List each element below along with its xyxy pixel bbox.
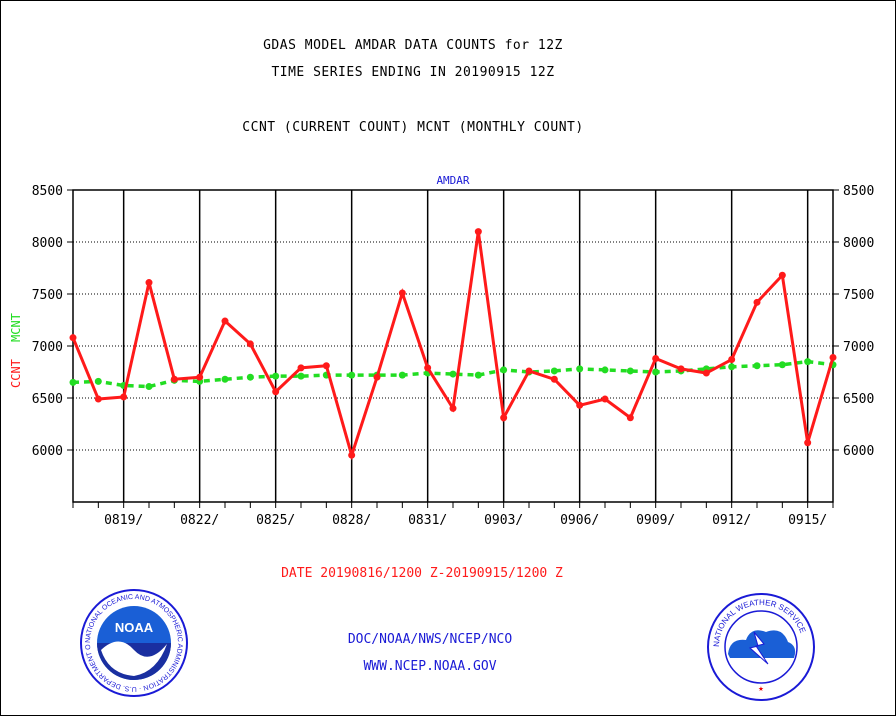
- x-tick-label: 0903/: [484, 513, 523, 528]
- data-point-mcnt: [474, 371, 482, 379]
- series-line-ccnt: [71, 231, 835, 461]
- data-point-ccnt: [297, 364, 305, 372]
- data-point-ccnt: [272, 388, 280, 396]
- chart-title: GDAS MODEL AMDAR DATA COUNTS for 12Z: [263, 38, 563, 53]
- y-tick-label-left: 6500: [32, 392, 63, 407]
- data-point-ccnt: [424, 364, 432, 372]
- data-point-ccnt: [652, 354, 660, 362]
- data-point-ccnt: [246, 340, 254, 348]
- data-point-mcnt: [145, 383, 153, 391]
- data-point-ccnt: [753, 298, 761, 306]
- data-point-ccnt: [373, 373, 381, 381]
- data-point-mcnt: [272, 372, 280, 380]
- data-point-ccnt: [728, 356, 736, 364]
- chart-legend-caption: CCNT (CURRENT COUNT) MCNT (MONTHLY COUNT…: [242, 120, 584, 135]
- y-tick-label-right: 7500: [843, 288, 874, 303]
- x-tick-label: 0912/: [712, 513, 751, 528]
- y-tick-label-left: 6000: [32, 444, 63, 459]
- amdar-time-series-chart: AMDAR 6000 6000 6500 6500 7000 7000 7500 7500 800…: [9, 174, 874, 528]
- data-point-mcnt: [246, 373, 254, 381]
- data-point-ccnt: [474, 228, 482, 236]
- data-point-mcnt: [778, 361, 786, 369]
- data-point-mcnt: [398, 371, 406, 379]
- x-tick-label: 0906/: [560, 513, 599, 528]
- x-tick-label: 0828/: [332, 513, 371, 528]
- data-point-mcnt: [69, 378, 77, 386]
- data-point-ccnt: [348, 451, 356, 459]
- x-tick-label: 0822/: [180, 513, 219, 528]
- data-point-mcnt: [626, 367, 634, 375]
- data-point-mcnt: [601, 366, 609, 374]
- data-point-ccnt: [145, 279, 153, 287]
- data-point-ccnt: [94, 395, 102, 403]
- y-axis-label-mcnt: MCNT: [9, 313, 23, 342]
- data-point-mcnt: [550, 367, 558, 375]
- data-point-mcnt: [500, 366, 508, 374]
- nws-logo: NATIONAL WEATHER SERVICE ★: [707, 593, 815, 701]
- nws-star-icon: ★: [758, 684, 764, 694]
- data-point-mcnt: [449, 370, 457, 378]
- data-point-mcnt: [221, 375, 229, 383]
- data-point-ccnt: [550, 375, 558, 383]
- y-tick-label-right: 7000: [843, 340, 874, 355]
- data-point-ccnt: [120, 393, 128, 401]
- date-range-label: DATE 20190816/1200 Z-20190915/1200 Z: [281, 566, 563, 581]
- x-tick-label: 0819/: [104, 513, 143, 528]
- y-tick-label-left: 8000: [32, 236, 63, 251]
- x-tick-label: 0831/: [408, 513, 447, 528]
- noaa-logo-text: NOAA: [115, 620, 154, 635]
- y-tick-label-left: 7500: [32, 288, 63, 303]
- data-point-ccnt: [500, 414, 508, 422]
- data-point-ccnt: [804, 439, 812, 447]
- y-tick-label-left: 8500: [32, 184, 63, 199]
- y-axis-label-ccnt: CCNT: [9, 359, 23, 388]
- data-point-ccnt: [677, 365, 685, 373]
- y-tick-label-right: 6500: [843, 392, 874, 407]
- x-tick-label: 0825/: [256, 513, 295, 528]
- data-point-mcnt: [652, 368, 660, 376]
- y-tick-label-right: 8500: [843, 184, 874, 199]
- data-point-ccnt: [221, 317, 229, 325]
- x-tick-label: 0915/: [788, 513, 827, 528]
- data-point-ccnt: [576, 401, 584, 409]
- data-point-mcnt: [297, 372, 305, 380]
- data-point-ccnt: [196, 373, 204, 381]
- data-point-ccnt: [322, 362, 330, 370]
- data-point-ccnt: [69, 334, 77, 342]
- data-point-ccnt: [601, 395, 609, 403]
- data-point-ccnt: [702, 369, 710, 377]
- plot-area-border: [72, 189, 834, 503]
- noaa-logo: NATIONAL OCEANIC AND ATMOSPHERIC ADMINIS…: [79, 588, 188, 697]
- data-point-ccnt: [626, 414, 634, 422]
- data-point-ccnt: [398, 289, 406, 297]
- url-link[interactable]: WWW.NCEP.NOAA.GOV: [363, 659, 497, 674]
- chart-header-label: AMDAR: [436, 174, 469, 187]
- y-tick-label-right: 8000: [843, 236, 874, 251]
- data-point-mcnt: [348, 371, 356, 379]
- data-point-mcnt: [576, 365, 584, 373]
- chart-subtitle: TIME SERIES ENDING IN 20190915 12Z: [271, 65, 555, 80]
- y-tick-label-right: 6000: [843, 444, 874, 459]
- y-tick-label-left: 7000: [32, 340, 63, 355]
- data-point-ccnt: [829, 353, 837, 361]
- org-label: DOC/NOAA/NWS/NCEP/NCO: [347, 632, 513, 647]
- data-point-mcnt: [753, 362, 761, 370]
- data-point-mcnt: [804, 358, 812, 366]
- data-point-mcnt: [728, 363, 736, 371]
- data-point-mcnt: [94, 377, 102, 385]
- data-point-ccnt: [449, 404, 457, 412]
- data-point-ccnt: [525, 367, 533, 375]
- x-tick-label: 0909/: [636, 513, 675, 528]
- data-point-ccnt: [170, 375, 178, 383]
- data-point-ccnt: [778, 271, 786, 279]
